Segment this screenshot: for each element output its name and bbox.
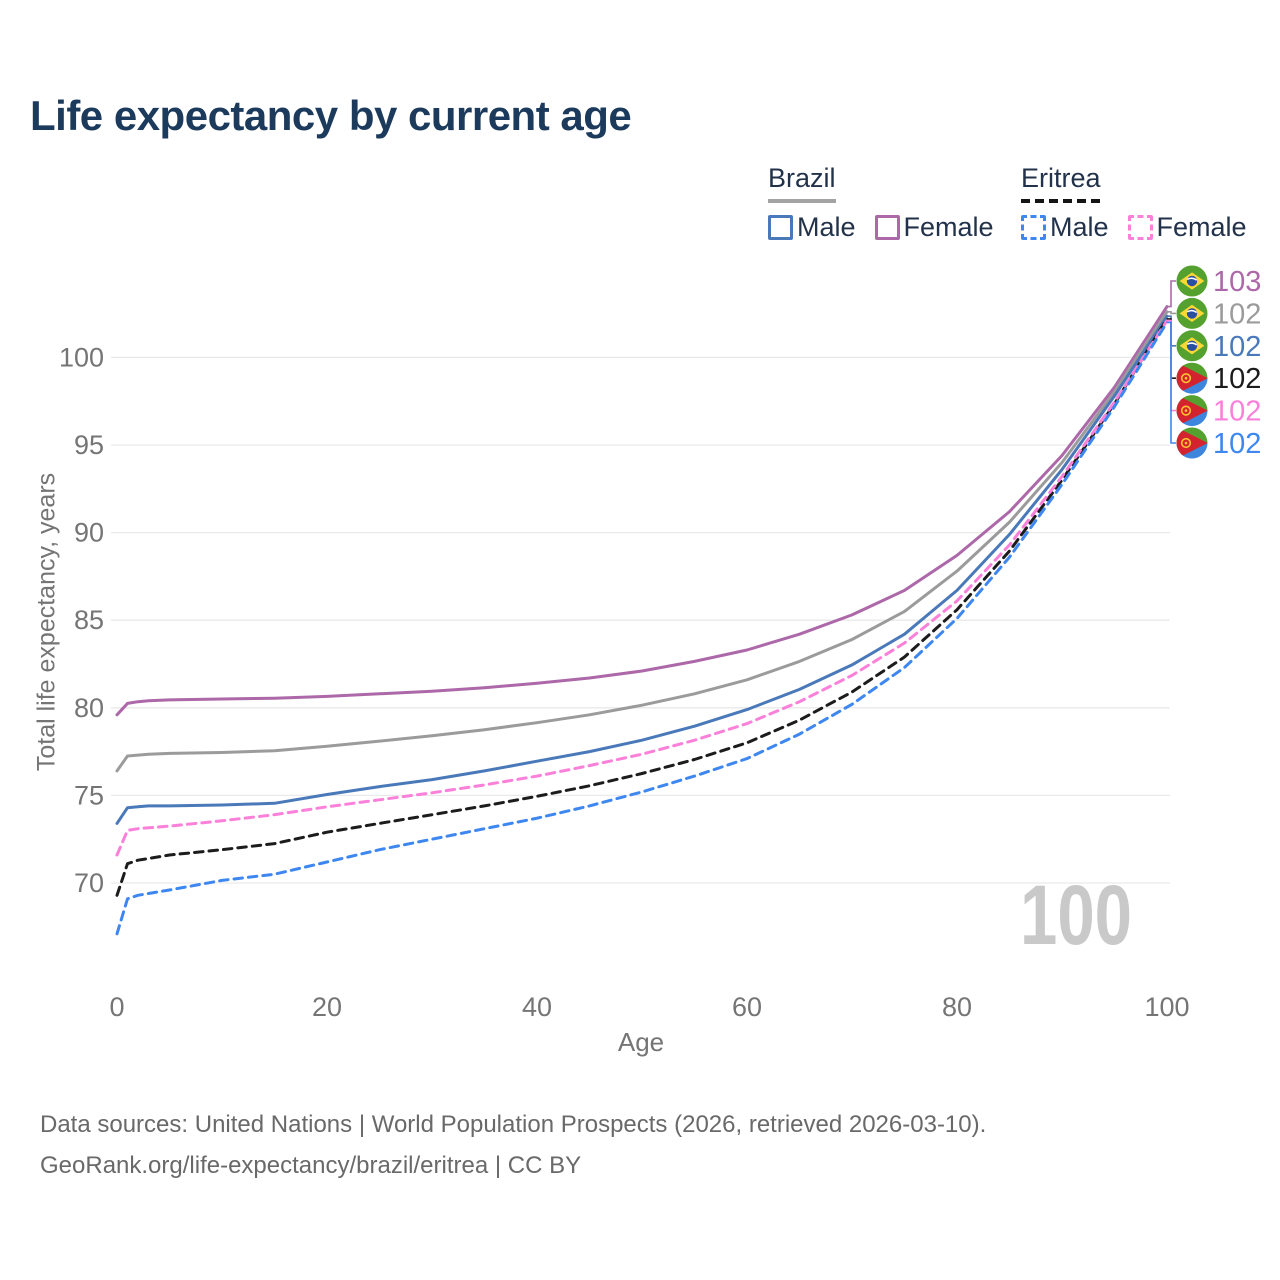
eritrea-female-label: Female <box>1156 212 1247 242</box>
brazil-male-checkbox[interactable] <box>768 215 793 240</box>
x-tick-80: 80 <box>942 992 972 1022</box>
footer-sources: Data sources: United Nations | World Pop… <box>40 1111 987 1138</box>
line-eritrea-total <box>115 317 1169 897</box>
legend-brazil-header: Brazil <box>768 163 836 203</box>
end-value-brazil-male: 102 <box>1213 331 1261 363</box>
x-tick-0: 0 <box>109 992 124 1022</box>
y-tick-80: 80 <box>74 693 104 723</box>
legend-group-eritrea: Eritrea Male Female <box>1021 163 1247 243</box>
legend-item-eritrea-male[interactable]: Male <box>1021 212 1109 243</box>
brazil-line-style-swatch <box>768 199 836 203</box>
x-tick-60: 60 <box>732 992 762 1022</box>
line-eritrea-female <box>115 319 1169 857</box>
end-value-brazil-total: 102 <box>1213 298 1261 330</box>
y-tick-95: 95 <box>74 430 104 460</box>
legend-eritrea-header: Eritrea <box>1021 163 1101 203</box>
line-brazil-female <box>115 305 1169 717</box>
y-tick-70: 70 <box>74 868 104 898</box>
brazil-flag-icon <box>1175 264 1209 298</box>
eritrea-male-checkbox[interactable] <box>1021 215 1046 240</box>
y-tick-90: 90 <box>74 518 104 548</box>
eritrea-male-label: Male <box>1050 212 1109 242</box>
eritrea-flag-icon <box>1176 427 1208 459</box>
line-brazil-total <box>115 310 1169 773</box>
eritrea-flag-icon <box>1176 362 1208 394</box>
y-tick-85: 85 <box>74 605 104 635</box>
callout-connector <box>1166 280 1176 308</box>
footer: Data sources: United Nations | World Pop… <box>40 1104 986 1186</box>
age-watermark-value: 100 <box>1020 868 1132 962</box>
brazil-female-checkbox[interactable] <box>874 215 900 240</box>
callout-connector <box>1166 311 1176 315</box>
line-brazil-male <box>115 314 1169 825</box>
legend-item-brazil-male[interactable]: Male <box>768 212 856 243</box>
end-value-eritrea-male: 102 <box>1213 428 1261 460</box>
line-eritrea-male <box>115 320 1169 936</box>
page-title: Life expectancy by current age <box>30 92 632 139</box>
legend-item-eritrea-female[interactable]: Female <box>1127 212 1247 243</box>
end-value-eritrea-total: 102 <box>1213 363 1261 395</box>
end-value-eritrea-female: 102 <box>1213 396 1261 428</box>
end-value-brazil-female: 103 <box>1213 266 1261 298</box>
brazil-flag-icon <box>1175 297 1209 330</box>
brazil-male-label: Male <box>797 212 856 242</box>
x-tick-20: 20 <box>312 992 342 1022</box>
eritrea-line-style-swatch <box>1021 199 1101 203</box>
y-tick-75: 75 <box>74 780 104 810</box>
eritrea-flag-icon <box>1176 395 1208 427</box>
x-tick-40: 40 <box>522 992 552 1022</box>
brazil-flag-icon <box>1175 329 1209 363</box>
y-tick-100: 100 <box>59 342 104 372</box>
gridlines: 70 75 80 85 90 95 100 0 20 40 60 80 100 <box>59 342 1190 1022</box>
brazil-female-label: Female <box>903 212 994 242</box>
eritrea-female-checkbox[interactable] <box>1127 215 1153 240</box>
legend-eritrea-label: Eritrea <box>1021 163 1101 193</box>
callout-connector <box>1166 321 1176 444</box>
age-watermark: 100 <box>1020 868 1132 962</box>
x-axis-title: Age <box>617 1027 665 1057</box>
legend-group-brazil: Brazil Male Female <box>768 163 994 243</box>
y-axis-title: Total life expectancy, years <box>32 472 61 772</box>
legend-item-brazil-female[interactable]: Female <box>874 212 994 243</box>
x-tick-100: 100 <box>1144 992 1189 1022</box>
series-lines <box>115 305 1169 936</box>
legend-brazil-label: Brazil <box>768 163 836 193</box>
footer-url: GeoRank.org/life-expectancy/brazil/eritr… <box>40 1152 582 1179</box>
